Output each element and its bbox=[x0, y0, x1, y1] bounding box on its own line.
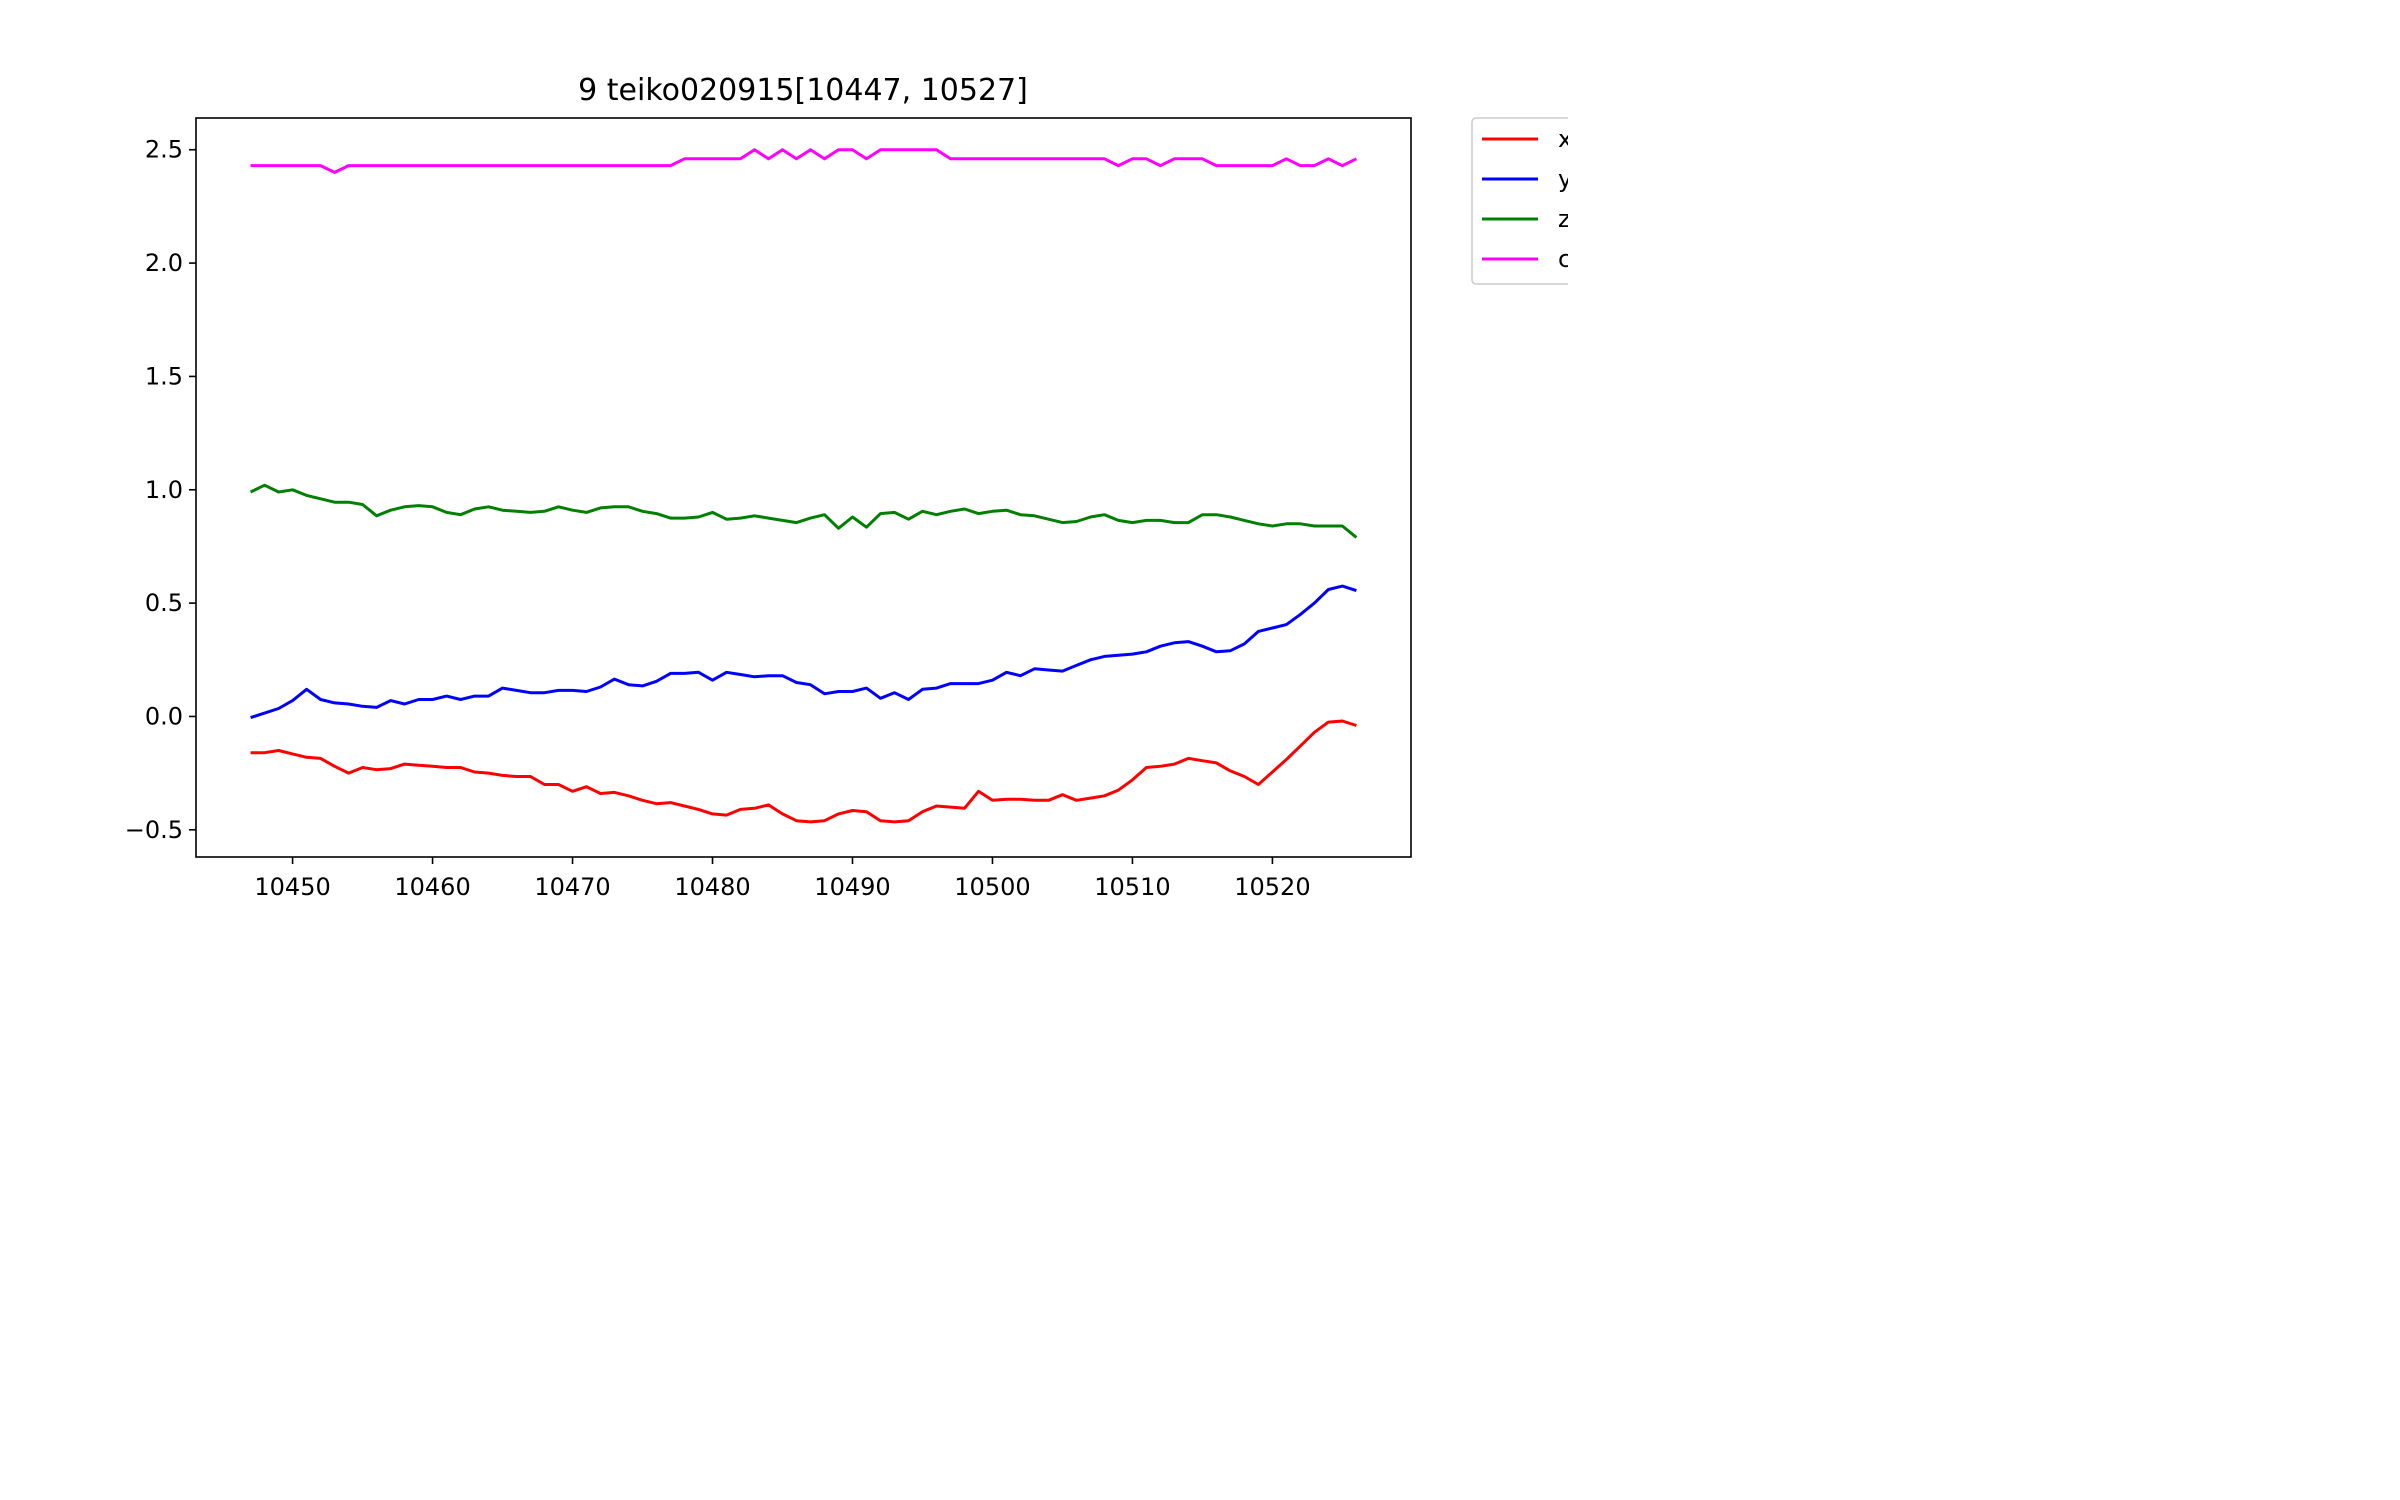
x-tick-label: 10470 bbox=[534, 873, 610, 901]
series-line-c bbox=[250, 148, 1358, 174]
legend-label-y: y bbox=[1558, 165, 1568, 193]
x-tick-label: 10500 bbox=[954, 873, 1030, 901]
y-tick-label: 2.5 bbox=[145, 136, 183, 164]
x-tick-label: 10510 bbox=[1094, 873, 1170, 901]
x-tick-label: 10480 bbox=[674, 873, 750, 901]
legend-label-c: c bbox=[1558, 245, 1568, 273]
x-tick-label: 10520 bbox=[1234, 873, 1310, 901]
legend-box bbox=[1471, 117, 1568, 285]
series-line-x bbox=[250, 719, 1357, 824]
chart-title: 9 teiko020915[10447, 10527] bbox=[578, 73, 1028, 108]
plot-area-frame bbox=[195, 117, 1412, 858]
legend-label-z: z bbox=[1558, 205, 1568, 233]
y-tick-label: 1.5 bbox=[145, 362, 183, 390]
line-chart: 9 teiko020915[10447, 10527] 10450 10460 10… bbox=[125, 73, 1568, 901]
x-tick-label: 10460 bbox=[394, 873, 470, 901]
x-tick-label: 10490 bbox=[814, 873, 890, 901]
y-tick-label: −0.5 bbox=[125, 816, 183, 844]
x-tick-label: 10450 bbox=[254, 873, 330, 901]
y-tick-label: 1.0 bbox=[145, 476, 183, 504]
x-axis-ticks: 10450 10460 10470 10480 10490 10500 10510 10520 bbox=[254, 857, 1311, 901]
legend-label-x: x bbox=[1558, 125, 1568, 153]
series-lines bbox=[249, 148, 1358, 824]
y-axis-ticks: −0.5 0.0 0.5 1.0 1.5 2.0 2.5 bbox=[125, 136, 196, 844]
y-tick-label: 0.5 bbox=[145, 589, 183, 617]
y-tick-label: 0.0 bbox=[145, 702, 183, 730]
series-line-y bbox=[250, 584, 1357, 720]
y-tick-label: 2.0 bbox=[145, 249, 183, 277]
series-line-z bbox=[249, 483, 1358, 539]
